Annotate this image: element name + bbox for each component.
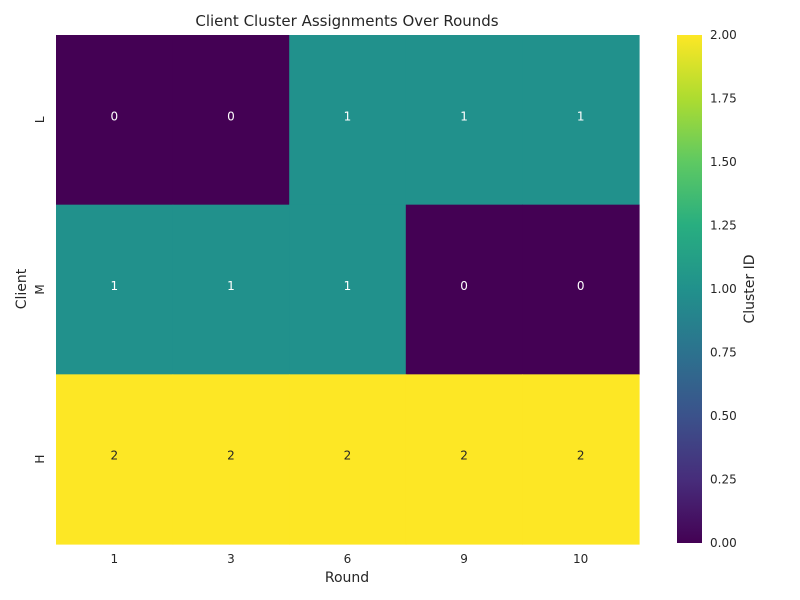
heatmap-cell (172, 35, 290, 206)
y-tick-label: H (33, 455, 47, 464)
heatmap-cell (56, 204, 174, 375)
cell-value-label: 0 (460, 279, 468, 293)
heatmap-cell (405, 374, 523, 545)
x-tick-label: 1 (110, 552, 118, 566)
y-tick-label: M (33, 284, 47, 294)
y-axis-label: Client (14, 268, 30, 309)
colorbar (677, 35, 702, 543)
cell-value-label: 1 (344, 109, 352, 123)
colorbar-tick-label: 1.75 (710, 92, 737, 106)
chart-title: Client Cluster Assignments Over Rounds (195, 12, 498, 30)
colorbar-tick-label: 0.75 (710, 346, 737, 360)
heatmap-cell (522, 374, 640, 545)
cell-value-label: 1 (110, 279, 118, 293)
colorbar-tick-label: 1.50 (710, 155, 737, 169)
heatmap-cell (405, 204, 523, 375)
y-axis-ticks: L M H (33, 116, 47, 464)
cell-value-label: 2 (577, 449, 585, 463)
heatmap-cell (172, 204, 290, 375)
heatmap-cell (405, 35, 523, 206)
heatmap-cell (522, 204, 640, 375)
cell-value-label: 0 (577, 279, 585, 293)
x-tick-label: 9 (460, 552, 468, 566)
colorbar-label: Cluster ID (742, 254, 758, 323)
cell-value-label: 2 (460, 449, 468, 463)
colorbar-ticks: 0.00 0.25 0.50 0.75 1.00 1.25 1.50 1.75 2.00 (710, 28, 737, 550)
heatmap-cell (522, 35, 640, 206)
x-axis-label: Round (325, 570, 369, 586)
x-tick-label: 3 (227, 552, 235, 566)
heatmap-cell (172, 374, 290, 545)
colorbar-tick-label: 0.50 (710, 409, 737, 423)
colorbar-tick-label: 0.25 (710, 473, 737, 487)
cell-value-label: 2 (227, 449, 235, 463)
heatmap-cell-labels: 0 0 1 1 1 1 1 1 0 0 2 2 2 2 2 (110, 109, 584, 462)
cell-value-label: 0 (110, 109, 118, 123)
heatmap-cell (289, 35, 407, 206)
x-tick-label: 10 (573, 552, 588, 566)
colorbar-tick-label: 2.00 (710, 28, 737, 42)
heatmap-cell (289, 374, 407, 545)
y-tick-label: L (33, 116, 47, 123)
cell-value-label: 1 (344, 279, 352, 293)
x-axis-ticks: 1 3 6 9 10 (110, 552, 588, 566)
colorbar-tick-label: 1.00 (710, 282, 737, 296)
cell-value-label: 0 (227, 109, 235, 123)
x-tick-label: 6 (344, 552, 352, 566)
heatmap-cell (289, 204, 407, 375)
heatmap-cell (56, 374, 174, 545)
heatmap-cells (56, 35, 640, 545)
cell-value-label: 1 (460, 109, 468, 123)
cell-value-label: 1 (577, 109, 585, 123)
colorbar-tick-label: 1.25 (710, 219, 737, 233)
colorbar-tick-label: 0.00 (710, 536, 737, 550)
heatmap-cell (56, 35, 174, 206)
cell-value-label: 1 (227, 279, 235, 293)
cell-value-label: 2 (344, 449, 352, 463)
cell-value-label: 2 (110, 449, 118, 463)
